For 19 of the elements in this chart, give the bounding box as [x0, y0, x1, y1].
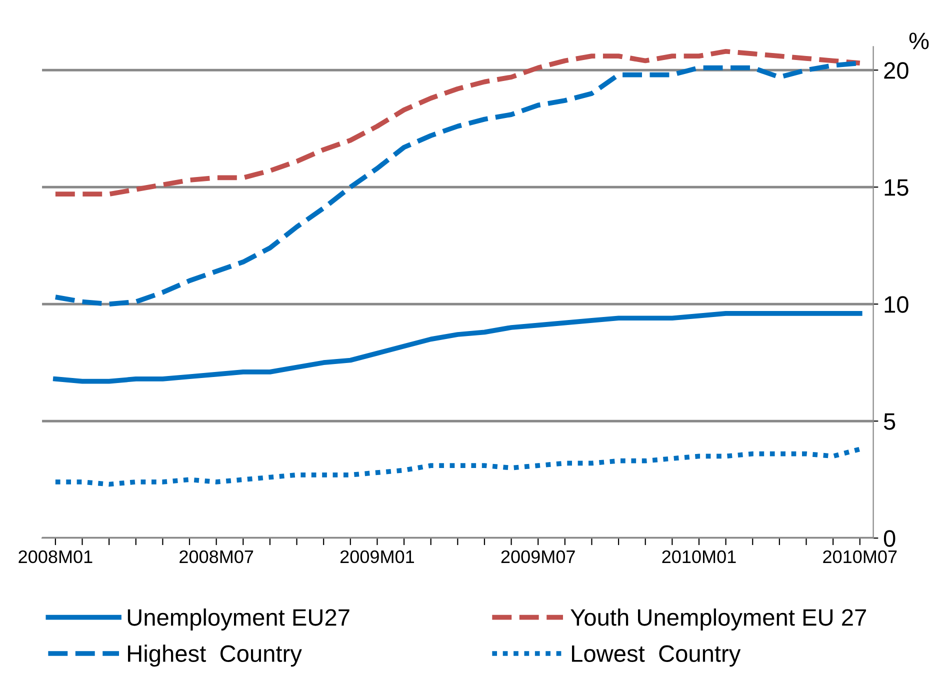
y-axis-title: %	[909, 32, 929, 50]
legend-label: Youth Unemployment EU 27	[570, 608, 866, 630]
y-tick-label: 10	[884, 296, 908, 313]
x-tick-label: 2010M01	[662, 550, 736, 564]
x-tick-label: 2010M07	[823, 550, 897, 564]
x-tick-label: 2009M07	[501, 550, 575, 564]
y-tick-label: 0	[884, 530, 896, 547]
x-tick-label: 2008M01	[18, 550, 92, 564]
y-tick-label: 5	[884, 413, 896, 430]
x-tick-label: 2008M07	[180, 550, 254, 564]
line-series	[53, 311, 862, 384]
line-series	[53, 446, 862, 487]
legend-label: Highest Country	[128, 644, 302, 667]
x-tick-label: 2009M01	[340, 550, 414, 564]
y-tick-label: 20	[884, 62, 908, 79]
line-series	[53, 48, 862, 197]
legend-label: Unemployment EU27	[128, 608, 350, 630]
legend-label: Lowest Country	[572, 645, 741, 667]
y-tick-label: 15	[884, 179, 908, 196]
